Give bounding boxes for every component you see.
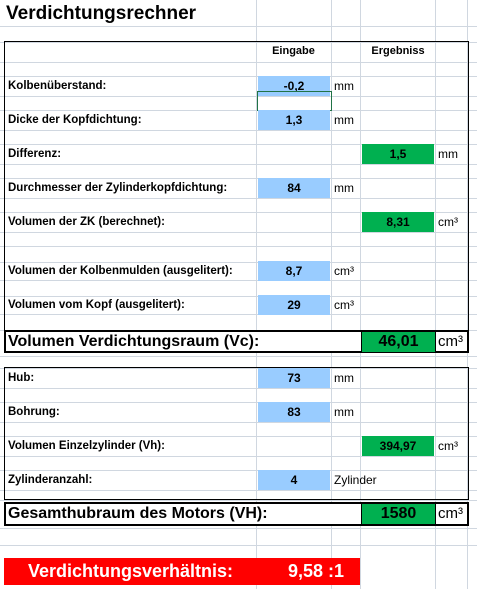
- vc-row-frame: [4, 330, 469, 353]
- label-bohrung: Bohrung:: [8, 406, 60, 418]
- label-volumen-zk: Volumen der ZK (berechnet):: [8, 216, 165, 228]
- unit-volumen-zk: cm³: [438, 215, 458, 229]
- unit-differenz: mm: [438, 147, 458, 161]
- compression-ratio-label: Verdichtungsverhältnis:: [28, 561, 234, 581]
- label-differenz: Differenz:: [8, 148, 62, 160]
- compression-ratio-value: 9,58 :1: [288, 561, 345, 581]
- input-kopfdichtung-dicke[interactable]: 1,3: [258, 110, 330, 130]
- input-zylinderanzahl[interactable]: 4: [258, 470, 330, 490]
- label-kopf: Volumen vom Kopf (ausgelitert):: [8, 299, 185, 311]
- unit-kopfdichtung-dicke: mm: [334, 113, 354, 127]
- unit-vh-einzel: cm³: [438, 439, 458, 453]
- result-vh-einzel: 394,97: [362, 436, 434, 456]
- unit-hub: mm: [334, 371, 354, 385]
- unit-durchmesser: mm: [334, 181, 354, 195]
- result-vc: 46,01: [361, 331, 436, 353]
- unit-vc: cm³: [438, 333, 463, 350]
- result-vh-gesamt: 1580: [361, 503, 436, 525]
- input-durchmesser[interactable]: 84: [258, 178, 330, 198]
- hubraum-section-frame: [4, 367, 469, 500]
- header-input: Eingabe: [272, 45, 315, 57]
- label-vh-einzel: Volumen Einzelzylinder (Vh):: [8, 440, 165, 452]
- unit-kolbenueberstand: mm: [334, 79, 354, 93]
- unit-zylinderanzahl: Zylinder: [334, 473, 377, 487]
- input-hub[interactable]: 73: [258, 368, 330, 388]
- unit-bohrung: mm: [334, 405, 354, 419]
- input-kopf[interactable]: 29: [258, 295, 330, 315]
- label-durchmesser: Durchmesser der Zylinderkopfdichtung:: [8, 182, 228, 194]
- label-kolbenmulden: Volumen der Kolbenmulden (ausgelitert):: [8, 265, 233, 277]
- compression-ratio-bar: [4, 558, 360, 585]
- page-title: Verdichtungsrechner: [6, 3, 197, 24]
- label-vc: Volumen Verdichtungsraum (Vc):: [8, 333, 260, 350]
- label-kopfdichtung-dicke: Dicke der Kopfdichtung:: [8, 114, 142, 126]
- selected-cell[interactable]: [257, 91, 332, 111]
- unit-kolbenmulden: cm³: [334, 264, 354, 278]
- unit-vh-gesamt: cm³: [438, 505, 463, 522]
- input-bohrung[interactable]: 83: [258, 402, 330, 422]
- label-zylinderanzahl: Zylinderanzahl:: [8, 474, 93, 486]
- label-hub: Hub:: [8, 372, 35, 384]
- unit-kopf: cm³: [334, 298, 354, 312]
- result-volumen-zk: 8,31: [362, 212, 434, 232]
- header-result: Ergebniss: [371, 45, 425, 57]
- label-vh-gesamt: Gesamthubraum des Motors (VH):: [8, 505, 268, 522]
- label-kolbenueberstand: Kolbenüberstand:: [8, 80, 107, 92]
- input-kolbenmulden[interactable]: 8,7: [258, 261, 330, 281]
- result-differenz: 1,5: [362, 144, 434, 164]
